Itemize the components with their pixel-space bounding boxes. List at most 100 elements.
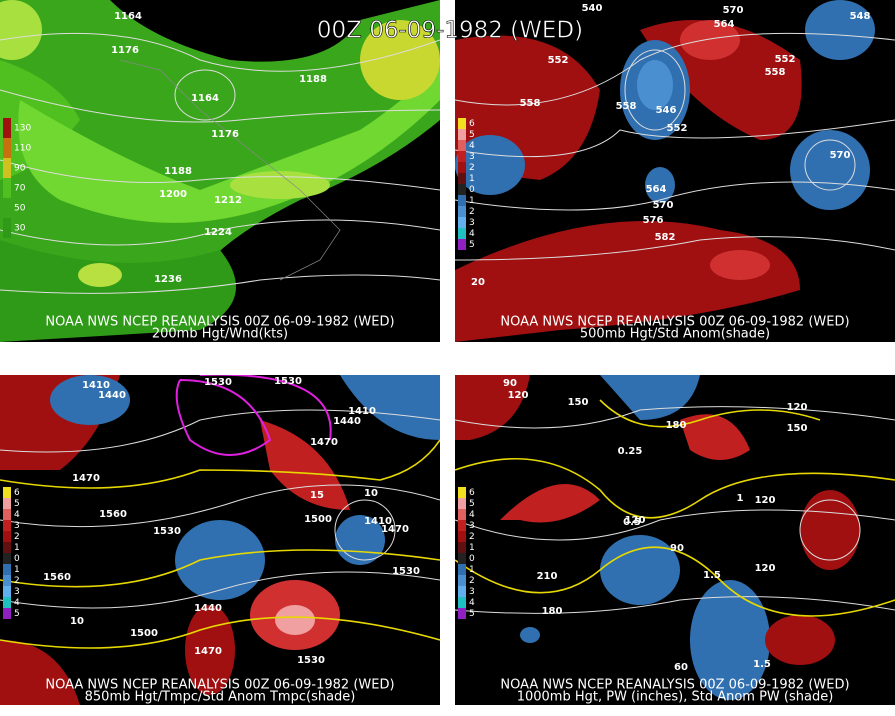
legend-swatch — [458, 217, 466, 228]
legend-label: 90 — [14, 164, 26, 174]
legend-swatch — [458, 228, 466, 239]
legend-swatch — [458, 564, 466, 575]
contour-label: 1410 — [348, 406, 376, 417]
contour-label: 1500 — [304, 514, 332, 525]
legend-swatch — [3, 520, 11, 531]
contour-label: 558 — [520, 98, 541, 109]
legend-swatch — [3, 586, 11, 597]
legend-label: 4 — [469, 510, 475, 520]
contour-label: 1560 — [43, 572, 71, 583]
legend-swatch — [3, 138, 11, 158]
contour-label: 570 — [830, 150, 851, 161]
legend-swatch — [458, 140, 466, 151]
legend-label: 5 — [469, 130, 475, 140]
contour-label: 1440 — [333, 416, 361, 427]
contour-label: 1530 — [204, 377, 232, 388]
contour-label: 10 — [364, 488, 378, 499]
contour-label: 180 — [666, 420, 687, 431]
legend-label: 4 — [14, 510, 20, 520]
legend-label: 6 — [469, 488, 475, 498]
contour-label: 90 — [670, 543, 684, 554]
legend-swatch — [3, 198, 11, 218]
contour-label: 120 — [755, 563, 776, 574]
contour-label: 120 — [755, 495, 776, 506]
contour-label: 1 — [737, 493, 744, 504]
anomaly-shading — [0, 375, 440, 705]
contour-label: 180 — [542, 606, 563, 617]
legend-label: 1 — [469, 196, 475, 206]
legend-swatch — [3, 553, 11, 564]
contour-label: 15 — [310, 490, 324, 501]
contour-label: 1212 — [214, 195, 242, 206]
legend-swatch — [458, 498, 466, 509]
contour-label: 1236 — [154, 274, 182, 285]
contour-label: 1188 — [164, 166, 192, 177]
contour-label: 210 — [537, 571, 558, 582]
legend-label: 110 — [14, 144, 31, 154]
contour-label: 1530 — [274, 376, 302, 387]
legend-swatch — [458, 586, 466, 597]
legend-label: 0 — [469, 185, 475, 195]
contour-label: 1500 — [130, 628, 158, 639]
contour-label: 564 — [646, 184, 667, 195]
panel-subtitle: 1000mb Hgt, PW (inches), Std Anom PW (sh… — [517, 690, 834, 705]
legend-swatch — [458, 206, 466, 217]
legend-swatch — [3, 575, 11, 586]
contour-label: 570 — [653, 200, 674, 211]
legend-label: 30 — [14, 224, 26, 234]
contour-label: 540 — [582, 3, 603, 14]
contour-label: 1440 — [194, 603, 222, 614]
legend-swatch — [458, 195, 466, 206]
legend-swatch — [3, 178, 11, 198]
legend-swatch — [3, 498, 11, 509]
legend-label: 3 — [14, 521, 20, 531]
contour-label: 1470 — [72, 473, 100, 484]
panel-caption: NOAA NWS NCEP REANALYSIS 00Z 06-09-1982 … — [500, 315, 849, 330]
contour-label: 548 — [850, 11, 871, 22]
legend-label: 130 — [14, 124, 31, 134]
legend-label: 4 — [469, 141, 475, 151]
contour-label: 1530 — [297, 655, 325, 666]
contour-label: 20 — [471, 277, 485, 288]
panel-caption: NOAA NWS NCEP REANALYSIS 00Z 06-09-1982 … — [45, 315, 394, 330]
legend-label: 50 — [14, 204, 26, 214]
legend-label: 0 — [469, 554, 475, 564]
panel-caption: NOAA NWS NCEP REANALYSIS 00Z 06-09-1982 … — [500, 678, 849, 693]
contour-label: 1530 — [153, 526, 181, 537]
legend-label: 70 — [14, 184, 26, 194]
legend-swatch — [458, 553, 466, 564]
legend-label: 2 — [469, 576, 475, 586]
contour-label: 150 — [787, 423, 808, 434]
contour-label: 1410 — [364, 516, 392, 527]
legend-swatch — [458, 129, 466, 140]
legend-swatch — [458, 184, 466, 195]
legend-swatch — [3, 542, 11, 553]
contour-label: 1560 — [99, 509, 127, 520]
legend-swatch — [458, 509, 466, 520]
legend-label: 3 — [469, 152, 475, 162]
contour-label: 1164 — [114, 11, 142, 22]
anomaly-shading — [455, 375, 895, 700]
legend-swatch — [3, 531, 11, 542]
legend-label: 4 — [469, 598, 475, 608]
legend-swatch — [458, 118, 466, 129]
contour-label: 1470 — [381, 524, 409, 535]
contour-label: 1164 — [191, 93, 219, 104]
legend-swatch — [458, 520, 466, 531]
legend-label: 1 — [14, 565, 20, 575]
legend-label: 2 — [469, 163, 475, 173]
main-title: 00Z 06-09-1982 (WED) — [317, 18, 583, 44]
legend-swatch — [458, 487, 466, 498]
legend-label: 1 — [469, 565, 475, 575]
legend-label: 5 — [14, 609, 20, 619]
legend-swatch — [458, 575, 466, 586]
legend-swatch — [458, 597, 466, 608]
legend-label: 5 — [14, 499, 20, 509]
legend-swatch — [458, 531, 466, 542]
legend-label: 2 — [14, 576, 20, 586]
legend-swatch — [3, 487, 11, 498]
anomaly-shading — [455, 0, 895, 342]
legend-label: 4 — [14, 598, 20, 608]
legend-label: 5 — [469, 609, 475, 619]
